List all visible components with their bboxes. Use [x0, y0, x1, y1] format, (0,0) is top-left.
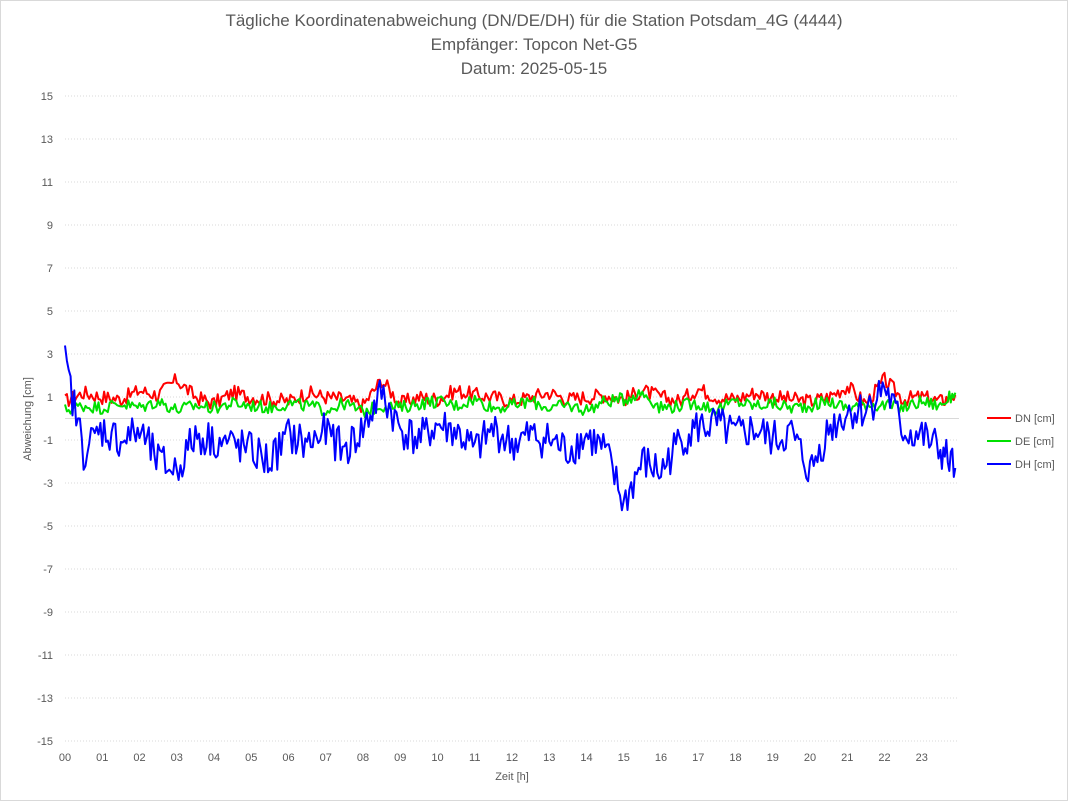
x-tick-label: 00 — [59, 752, 71, 764]
x-tick-label: 18 — [729, 752, 741, 764]
x-tick-label: 14 — [580, 752, 592, 764]
chart-title: Tägliche Koordinatenabweichung (DN/DE/DH… — [225, 11, 843, 30]
x-tick-label: 23 — [916, 752, 928, 764]
y-axis-label: Abweichung [cm] — [22, 377, 34, 461]
series-lines — [64, 345, 957, 512]
y-tick-label: 11 — [42, 177, 53, 189]
y-tick-label: -13 — [37, 693, 53, 705]
legend-label: DH [cm] — [1015, 459, 1055, 471]
x-axis-label: Zeit [h] — [495, 771, 529, 783]
x-tick-label: 17 — [692, 752, 704, 764]
y-tick-label: 1 — [47, 392, 53, 404]
y-tick-label: -11 — [38, 650, 53, 662]
y-tick-label: -5 — [43, 521, 53, 533]
x-tick-label: 10 — [431, 752, 443, 764]
x-tick-label: 11 — [469, 752, 480, 764]
x-axis-ticks: 00 01 02 03 04 05 06 07 08 09 10 11 12 13 14 15 16 17 18 19… — [59, 752, 928, 764]
x-tick-label: 20 — [804, 752, 816, 764]
x-tick-label: 06 — [282, 752, 294, 764]
x-tick-label: 19 — [767, 752, 779, 764]
legend-label: DE [cm] — [1015, 436, 1054, 448]
chart-subtitle-receiver: Empfänger: Topcon Net-G5 — [430, 35, 638, 54]
x-tick-label: 16 — [655, 752, 667, 764]
y-tick-label: -3 — [43, 478, 53, 490]
chart-subtitle-date: Datum: 2025-05-15 — [460, 59, 608, 78]
x-tick-label: 07 — [320, 752, 332, 764]
grid-lines — [65, 95, 959, 742]
x-tick-label: 22 — [878, 752, 890, 764]
legend-label: DN [cm] — [1015, 413, 1055, 425]
series-line-de — [64, 389, 957, 419]
x-tick-label: 04 — [208, 752, 220, 764]
y-tick-label: 15 — [41, 91, 53, 103]
x-tick-label: 12 — [506, 752, 518, 764]
y-tick-label: 13 — [41, 134, 53, 146]
y-tick-label: -7 — [43, 564, 53, 576]
x-tick-label: 01 — [96, 752, 108, 764]
series-line-dh — [64, 345, 957, 512]
y-tick-label: -1 — [43, 435, 53, 447]
x-tick-label: 21 — [841, 752, 853, 764]
x-tick-label: 08 — [357, 752, 369, 764]
x-tick-label: 03 — [171, 752, 183, 764]
x-tick-label: 02 — [133, 752, 145, 764]
legend: DN [cm] DE [cm] DH [cm] — [987, 413, 1055, 471]
series-line-dn — [64, 371, 957, 414]
x-tick-label: 09 — [394, 752, 406, 764]
x-tick-label: 15 — [618, 752, 630, 764]
y-tick-label: -9 — [43, 607, 53, 619]
x-tick-label: 05 — [245, 752, 257, 764]
y-tick-label: 3 — [47, 349, 53, 361]
y-tick-label: -15 — [37, 736, 53, 748]
y-tick-label: 7 — [47, 263, 53, 275]
y-axis-ticks: 15 13 11 9 7 5 3 1 -1 -3 -5 -7 -9 -11 -13 -15 — [37, 91, 53, 748]
y-tick-label: 9 — [47, 220, 53, 232]
x-tick-label: 13 — [543, 752, 555, 764]
y-tick-label: 5 — [47, 306, 53, 318]
